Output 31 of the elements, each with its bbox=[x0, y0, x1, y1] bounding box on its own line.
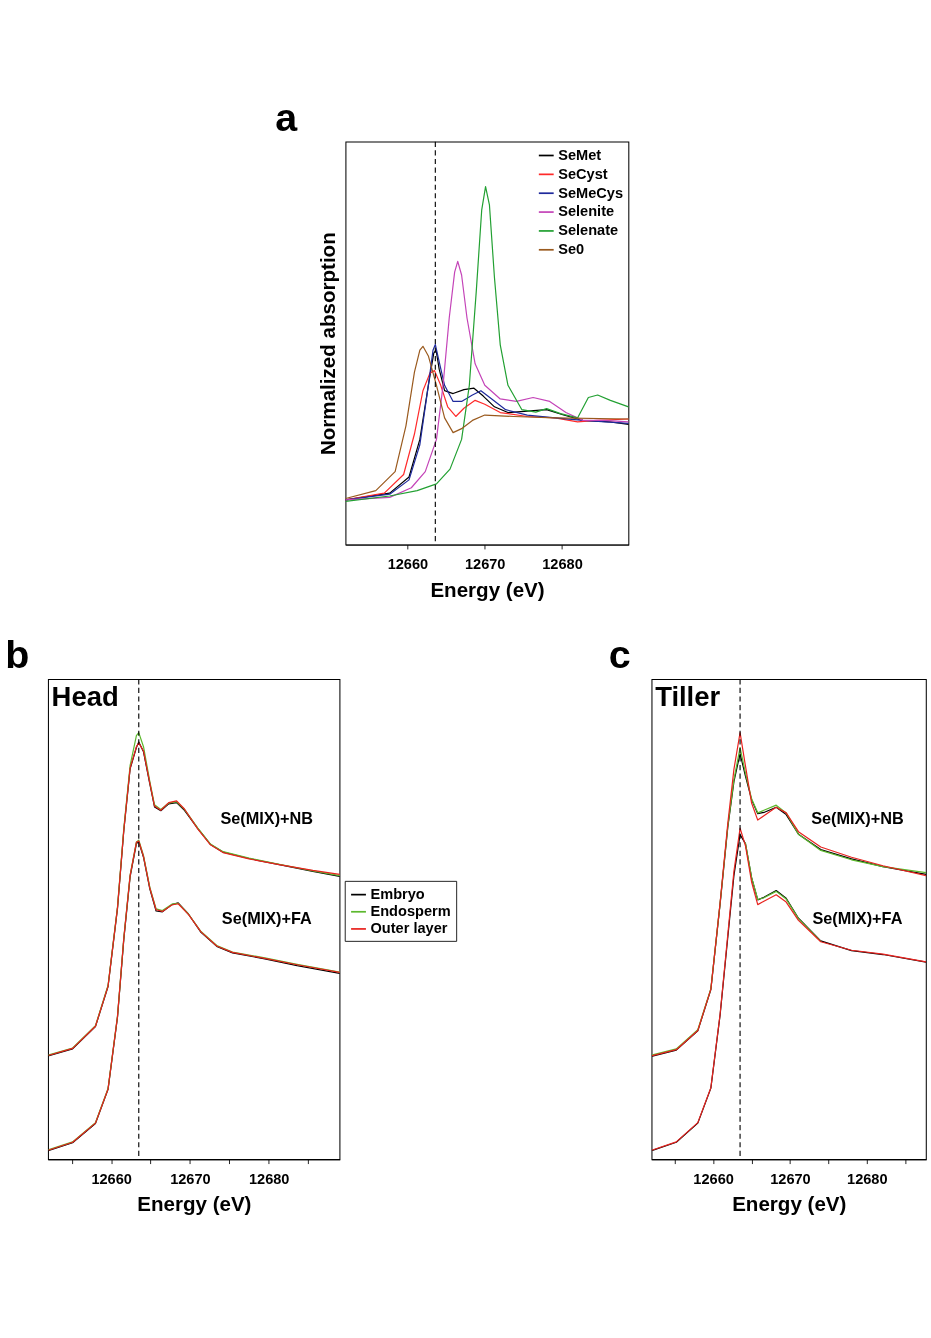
annotation: Se(MIX)+FA bbox=[221, 909, 312, 928]
chart-title: a bbox=[275, 94, 299, 139]
legend-label: Embryo bbox=[370, 885, 425, 902]
x-tick-label: 12670 bbox=[170, 1170, 211, 1187]
chart-title: c bbox=[608, 632, 631, 677]
x-tick-label: 12670 bbox=[464, 556, 506, 573]
legend-label: Endosperm bbox=[370, 903, 451, 920]
x-tick-label: 12660 bbox=[693, 1170, 734, 1187]
legend-label: Se0 bbox=[558, 241, 585, 258]
x-tick-label: 12660 bbox=[91, 1170, 132, 1187]
x-tick-label: 12670 bbox=[770, 1170, 811, 1187]
legend-label: SeMeCys bbox=[558, 184, 624, 201]
legend-label: Selenate bbox=[558, 222, 619, 239]
text: Head bbox=[51, 680, 119, 712]
x-tick-label: 12680 bbox=[542, 556, 583, 573]
chart-title: b bbox=[5, 632, 30, 677]
legend-label: Outer layer bbox=[370, 920, 448, 937]
x-axis-title: Energy (eV) bbox=[732, 1192, 847, 1216]
annotation: Se(MIX)+NB bbox=[811, 808, 905, 827]
x-tick-label: 12680 bbox=[248, 1170, 290, 1187]
x-tick-label: 12680 bbox=[847, 1170, 888, 1187]
x-tick-label: 12660 bbox=[387, 556, 429, 573]
annotation: Se(MIX)+FA bbox=[812, 909, 903, 928]
legend-label: SeCyst bbox=[558, 165, 608, 182]
legend-label: Selenite bbox=[558, 203, 615, 220]
text: Tiller bbox=[655, 680, 721, 712]
legend-label: SeMet bbox=[558, 146, 602, 163]
annotation: Se(MIX)+NB bbox=[220, 808, 314, 827]
y-axis-title: Normalized absorption bbox=[315, 232, 339, 456]
x-axis-title: Energy (eV) bbox=[137, 1192, 252, 1216]
x-axis-title: Energy (eV) bbox=[430, 577, 545, 601]
